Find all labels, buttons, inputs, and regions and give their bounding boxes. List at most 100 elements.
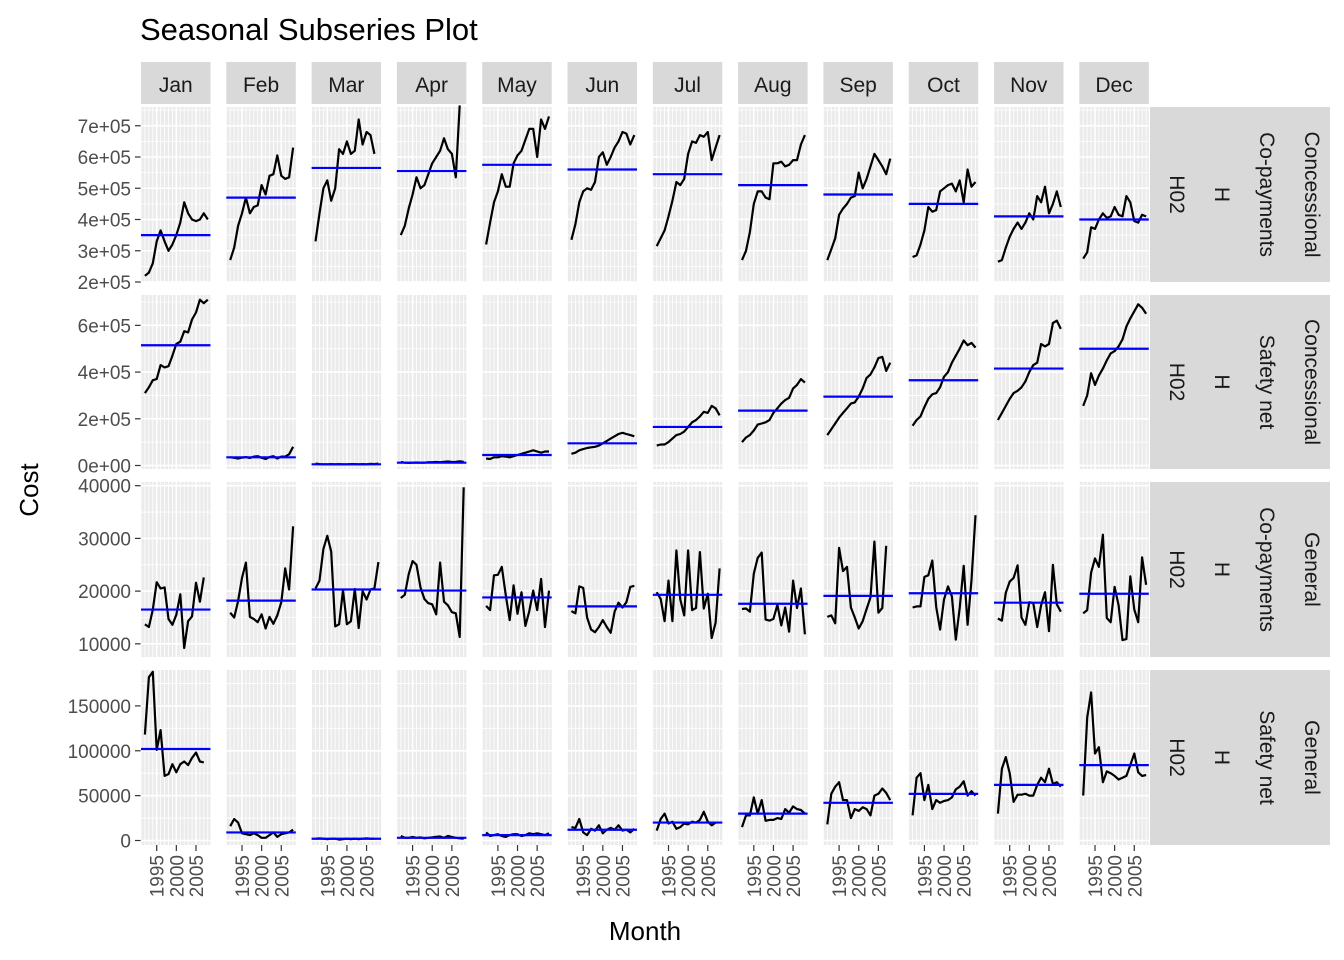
- series-line: [143, 670, 205, 778]
- series-line: [143, 298, 209, 394]
- chart-title: Seasonal Subseries Plot: [140, 12, 478, 47]
- x-tick-label: 1995: [318, 855, 339, 897]
- x-tick-label: 2000: [1020, 855, 1041, 897]
- series-line: [229, 817, 294, 839]
- facet-strip-label: H: [1210, 750, 1233, 765]
- x-tick-label: 2000: [423, 855, 444, 897]
- series-line: [741, 551, 806, 635]
- y-tick-label: 6e+05: [78, 316, 131, 337]
- month-strip-label: Jul: [674, 74, 701, 97]
- y-tick-label: 0: [120, 832, 131, 853]
- facet-strip-label: H02: [1165, 738, 1188, 777]
- facet-strip-label: H: [1210, 187, 1233, 202]
- x-tick-label: 1995: [404, 855, 425, 897]
- y-tick-label: 5e+05: [78, 179, 131, 200]
- month-strip-label: Oct: [927, 74, 960, 97]
- series-line: [911, 339, 977, 427]
- facet-strip: [1150, 295, 1330, 469]
- x-tick-label: 1995: [915, 855, 936, 897]
- x-tick-label: 2000: [253, 855, 274, 897]
- month-strip: [823, 62, 893, 104]
- y-tick-label: 20000: [78, 582, 131, 603]
- series-line: [912, 515, 977, 641]
- facet-strip-label: Co-payments: [1255, 507, 1278, 632]
- month-strip-label: Nov: [1010, 74, 1048, 97]
- y-tick-label: 40000: [78, 477, 131, 498]
- x-tick-label: 2005: [443, 855, 464, 897]
- month-strip-label: Sep: [839, 74, 876, 97]
- plot-area: Jan Feb Mar Apr May Jun Jul Aug Sep Oct Nov Dec Conc…: [68, 62, 1330, 897]
- month-strip: [738, 62, 808, 104]
- series-line: [1082, 533, 1148, 642]
- series-line: [144, 577, 205, 650]
- y-tick-label: 50000: [78, 787, 131, 808]
- y-tick-label: 2e+05: [78, 410, 131, 431]
- y-tick-label: 10000: [78, 635, 131, 656]
- x-tick-label: 2000: [850, 855, 871, 897]
- series-line: [741, 378, 806, 443]
- series-line: [996, 755, 1062, 814]
- series-line: [912, 168, 977, 259]
- month-strip: [652, 62, 723, 104]
- x-tick-label: 2000: [1106, 855, 1127, 897]
- x-tick-label: 2000: [679, 855, 700, 897]
- month-strip-label: Aug: [754, 74, 791, 97]
- month-strip-label: Jun: [585, 74, 619, 97]
- y-tick-label: 4e+05: [78, 363, 131, 384]
- series-line: [229, 526, 295, 630]
- x-tick-label: 2005: [272, 855, 293, 897]
- facet-strip: [1150, 670, 1330, 845]
- series-line: [570, 130, 636, 241]
- x-tick-label: 2005: [869, 855, 890, 897]
- x-tick-label: 2005: [699, 855, 720, 897]
- x-tick-label: 2000: [509, 855, 530, 897]
- facet-strip-label: Concessional: [1300, 319, 1323, 445]
- facet-strip-label: Safety net: [1255, 335, 1278, 430]
- series-line: [996, 319, 1062, 421]
- x-tick-label: 1995: [830, 855, 851, 897]
- x-tick-label: 2000: [764, 855, 785, 897]
- series-line: [655, 810, 717, 831]
- month-strip: [141, 62, 211, 104]
- series-line: [655, 130, 721, 247]
- facet-strip: [1150, 482, 1330, 657]
- facet-strip-label: H: [1210, 562, 1233, 577]
- series-line: [400, 487, 465, 639]
- x-tick-label: 2000: [594, 855, 615, 897]
- month-strip: [994, 62, 1064, 104]
- facet-strip-label: General: [1300, 532, 1323, 607]
- x-tick-label: 1995: [233, 855, 254, 897]
- x-tick-label: 2005: [613, 855, 634, 897]
- month-strip: [908, 62, 979, 104]
- facet-strip: [1150, 107, 1330, 282]
- x-tick-label: 2005: [528, 855, 549, 897]
- month-strip-label: Dec: [1095, 74, 1132, 97]
- series-line: [1082, 303, 1148, 407]
- series-line: [740, 134, 806, 261]
- month-strip-label: Apr: [415, 74, 448, 97]
- month-strip: [567, 62, 637, 104]
- facet-strip-label: Co-payments: [1255, 132, 1278, 257]
- x-tick-label: 2005: [1125, 855, 1146, 897]
- facet-strip-label: H02: [1165, 175, 1188, 214]
- facet-strip-label: H02: [1165, 363, 1188, 402]
- series-line: [485, 565, 551, 629]
- x-tick-label: 2005: [955, 855, 976, 897]
- series-line: [1082, 195, 1147, 260]
- x-tick-label: 1995: [148, 855, 169, 897]
- month-strip: [396, 62, 467, 104]
- x-tick-label: 1995: [1086, 855, 1107, 897]
- series-line: [399, 105, 461, 236]
- month-strip-label: Jan: [159, 74, 193, 97]
- y-tick-label: 2e+05: [78, 273, 131, 294]
- facet-strip-label: Safety net: [1255, 710, 1278, 805]
- facet-strip-label: H02: [1165, 550, 1188, 589]
- month-strip-label: Mar: [328, 74, 364, 97]
- month-strip: [311, 62, 382, 104]
- y-tick-label: 0e+00: [78, 456, 131, 477]
- month-strip-label: May: [497, 74, 537, 97]
- x-axis-label: Month: [609, 916, 681, 946]
- y-tick-label: 100000: [68, 742, 131, 763]
- x-tick-label: 2005: [187, 855, 208, 897]
